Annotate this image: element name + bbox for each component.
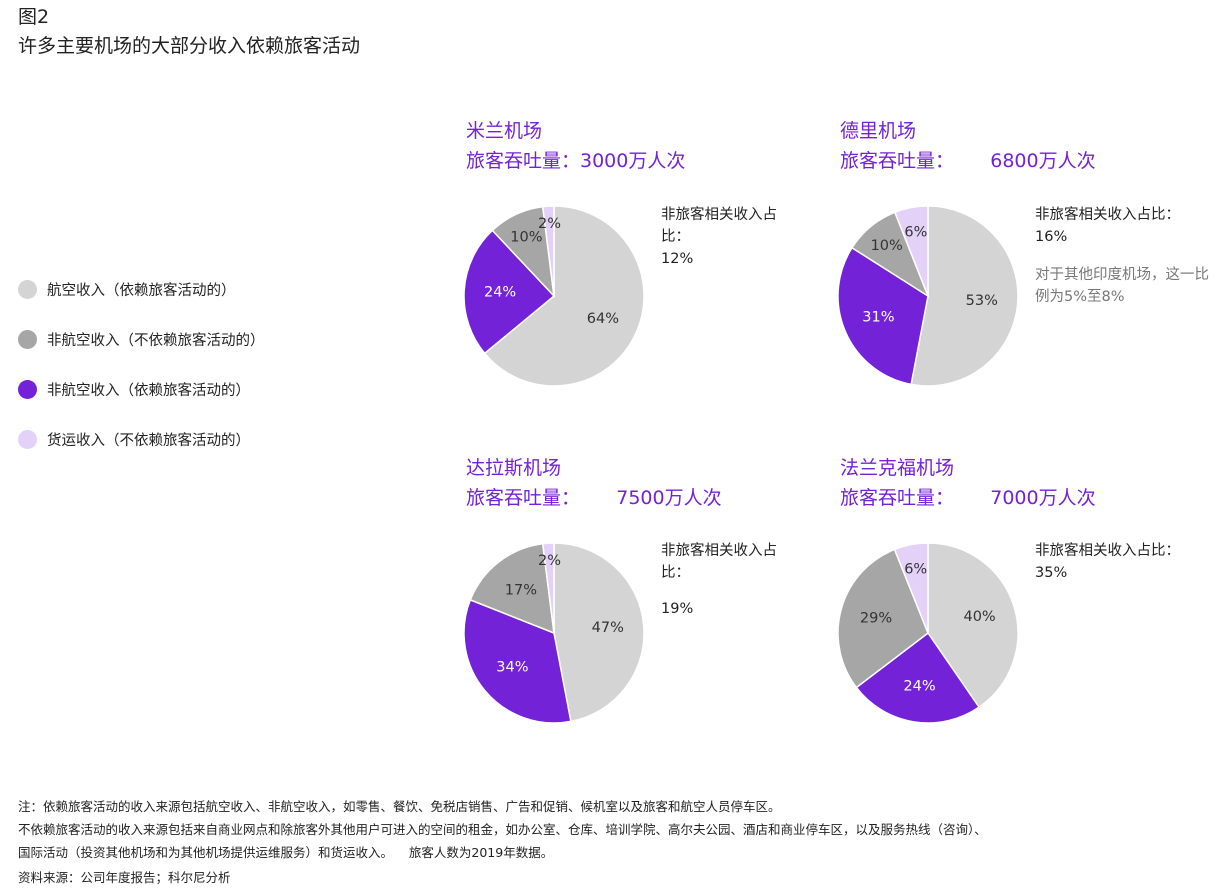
milan-slice-label-cargo: 2%	[538, 216, 561, 232]
legend-swatch-aero	[18, 279, 37, 299]
dallas-slice-cargo	[541, 542, 555, 634]
dallas-slice-nonaero-dependent	[463, 598, 572, 724]
legend-label-nonaero-dependent: 非航空收入（依赖旅客活动的）	[47, 382, 250, 399]
frankfurt-slice-label-aero: 40%	[963, 609, 995, 625]
dallas-non-passenger-share: 非旅客相关收入占比： 19%	[661, 540, 801, 620]
dallas-slice-label-nonaero-independent: 17%	[505, 582, 537, 598]
frankfurt-slice-nonaero-dependent	[855, 631, 981, 724]
dallas-slice-label-aero: 47%	[592, 620, 624, 636]
frankfurt-slice-cargo	[893, 542, 929, 634]
delhi-throughput: 旅客吞吐量： 6800万人次	[840, 150, 1096, 172]
milan-share-value: 12%	[661, 251, 694, 267]
delhi-slice-aero	[910, 205, 1019, 387]
frankfurt-slice-label-nonaero-dependent: 24%	[903, 678, 935, 694]
frankfurt-throughput: 旅客吞吐量： 7000万人次	[840, 487, 1096, 509]
frankfurt-non-passenger-share: 非旅客相关收入占比： 35%	[1035, 540, 1205, 584]
delhi-slice-label-aero: 53%	[966, 293, 998, 309]
source-note: 资料来源：公司年度报告；科尔尼分析	[18, 870, 231, 885]
footnote-line-1: 注：依赖旅客活动的收入来源包括航空收入、非航空收入，如零售、餐饮、免税店销售、广…	[18, 799, 781, 814]
legend-label-nonaero-independent: 非航空收入（不依赖旅客活动的）	[47, 332, 265, 349]
delhi-pie-chart: 53% 31% 10%6%	[837, 205, 1019, 387]
dallas-slice-nonaero-independent	[469, 542, 555, 635]
legend: 航空收入（依赖旅客活动的） 非航空收入（不依赖旅客活动的） 非航空收入（依赖旅客…	[18, 276, 265, 476]
milan-share-label: 非旅客相关收入占比：	[661, 207, 777, 245]
frankfurt-airport-title: 法兰克福机场	[840, 457, 955, 479]
delhi-airport-title: 德里机场	[840, 120, 917, 142]
legend-item-aero: 航空收入（依赖旅客活动的）	[18, 276, 265, 302]
footnotes: 注：依赖旅客活动的收入来源包括航空收入、非航空收入，如零售、餐饮、免税店销售、广…	[18, 795, 987, 889]
delhi-share-value: 16%	[1035, 229, 1068, 245]
milan-pie-chart: 64% 24% 10%2%	[463, 205, 645, 387]
dallas-share-label: 非旅客相关收入占比：	[661, 543, 777, 581]
milan-slice-label-aero: 64%	[587, 311, 619, 327]
milan-airport-title: 米兰机场	[466, 120, 543, 142]
milan-non-passenger-share: 非旅客相关收入占比： 12%	[661, 204, 801, 270]
delhi-slice-label-nonaero-independent: 10%	[871, 238, 903, 254]
milan-slice-label-nonaero-dependent: 24%	[484, 285, 516, 301]
frankfurt-share-value: 35%	[1035, 565, 1068, 581]
milan-slice-nonaero-dependent	[463, 229, 556, 355]
legend-item-nonaero-independent: 非航空收入（不依赖旅客活动的）	[18, 326, 265, 352]
delhi-india-comparison-note: 对于其他印度机场，这一比例为5%至8%	[1035, 267, 1209, 305]
dallas-airport-title: 达拉斯机场	[466, 457, 562, 479]
frankfurt-slice-label-nonaero-independent: 29%	[860, 611, 892, 627]
milan-slice-label-nonaero-independent: 10%	[510, 229, 542, 245]
legend-swatch-nonaero-dependent	[18, 379, 37, 399]
dallas-slice-aero	[553, 542, 645, 723]
legend-label-cargo: 货运收入（不依赖旅客活动的）	[47, 432, 250, 449]
delhi-share-label: 非旅客相关收入占比：	[1035, 207, 1180, 223]
dallas-pie-chart: 47% 34% 17%2%	[463, 542, 645, 724]
frankfurt-slice-nonaero-independent	[837, 548, 929, 689]
frankfurt-pie-chart: 40% 24% 29% 6%	[837, 542, 1019, 724]
legend-item-nonaero-dependent: 非航空收入（依赖旅客活动的）	[18, 376, 265, 402]
milan-slice-aero	[483, 205, 645, 387]
dallas-slice-label-nonaero-dependent: 34%	[496, 659, 528, 675]
dallas-share-value: 19%	[661, 601, 694, 617]
delhi-slice-cargo	[893, 205, 929, 297]
dallas-slice-label-cargo: 2%	[538, 553, 561, 569]
figure-number: 图2	[18, 6, 50, 28]
milan-throughput: 旅客吞吐量：3000万人次	[466, 150, 686, 172]
delhi-non-passenger-share: 非旅客相关收入占比： 16%	[1035, 204, 1205, 248]
frankfurt-slice-aero	[927, 542, 1019, 709]
delhi-slice-label-cargo: 6%	[904, 224, 927, 240]
footnote-line-2: 不依赖旅客活动的收入来源包括来自商业网点和除旅客外其他用户可进入的空间的租金，如…	[18, 822, 987, 837]
legend-label-aero: 航空收入（依赖旅客活动的）	[47, 282, 236, 299]
legend-swatch-cargo	[18, 429, 37, 449]
legend-item-cargo: 货运收入（不依赖旅客活动的）	[18, 426, 265, 452]
figure-title: 许多主要机场的大部分收入依赖旅客活动	[18, 35, 361, 57]
dallas-throughput: 旅客吞吐量： 7500万人次	[466, 487, 722, 509]
footnote-line-3: 国际活动（投资其他机场和为其他机场提供运维服务）和货运收入。 旅客人数为2019…	[18, 845, 554, 860]
legend-swatch-nonaero-independent	[18, 329, 37, 349]
frankfurt-share-label: 非旅客相关收入占比：	[1035, 543, 1180, 559]
frankfurt-slice-label-cargo: 6%	[904, 561, 927, 577]
delhi-slice-label-nonaero-dependent: 31%	[862, 309, 894, 325]
milan-slice-cargo	[541, 205, 555, 297]
